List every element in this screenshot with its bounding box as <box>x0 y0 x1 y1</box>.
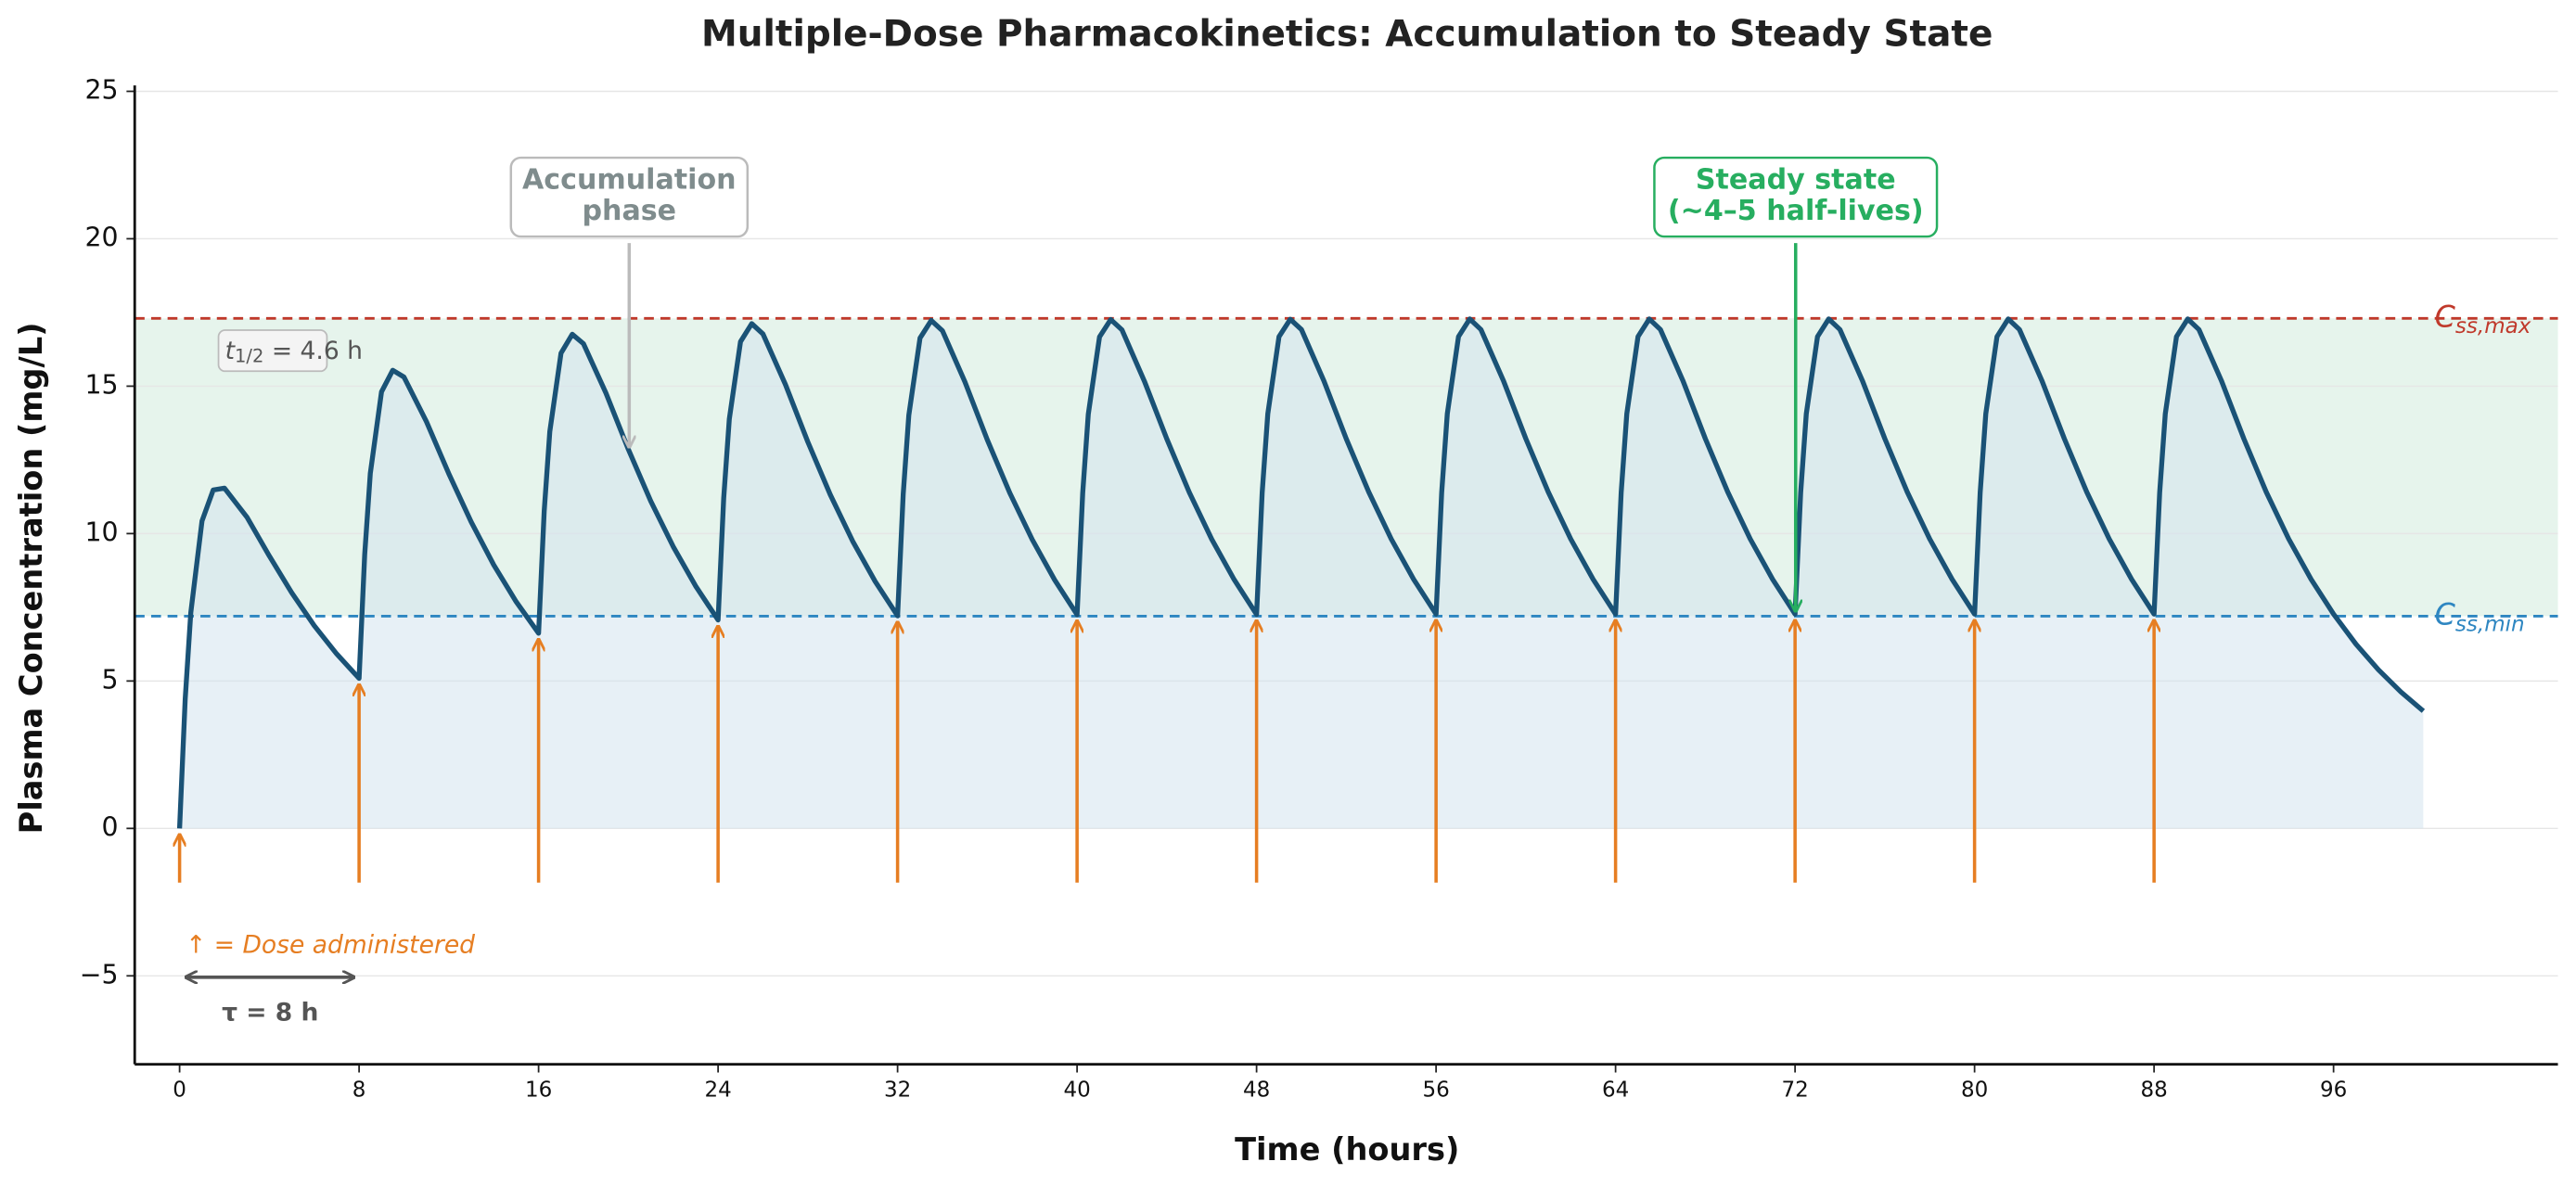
x-tick-label: 40 <box>1063 1079 1090 1103</box>
x-tick-label: 96 <box>2320 1079 2347 1103</box>
y-tick-label: 5 <box>101 664 118 695</box>
half-life-text: = 4.6 h <box>263 337 363 365</box>
y-tick-label: 10 <box>84 517 118 547</box>
y-tick-label: 15 <box>84 369 118 400</box>
reference-symbol: C <box>2435 596 2456 632</box>
annotation-text: phase <box>583 195 677 227</box>
x-tick-label: 24 <box>704 1079 731 1103</box>
x-tick-label: 16 <box>525 1079 552 1103</box>
y-tick-label: −5 <box>80 959 119 989</box>
x-tick-label: 72 <box>1781 1079 1808 1103</box>
half-life-symbol: t <box>225 337 237 365</box>
half-life-box <box>217 329 328 373</box>
half-life-label: t1/2 = 4.6 h <box>225 337 363 366</box>
y-tick-label: 0 <box>101 811 118 842</box>
annotation-text: Accumulation <box>522 163 737 196</box>
x-tick-label: 64 <box>1602 1079 1629 1103</box>
reference-label: Css,min <box>2435 596 2525 635</box>
half-life-subscript: 1/2 <box>235 345 263 366</box>
annotation-text: (~4–5 half-lives) <box>1668 195 1924 227</box>
dose-note: ↑ = Dose administered <box>186 931 475 960</box>
annotation-text: Steady state <box>1696 163 1896 196</box>
concentration-line <box>176 316 2426 829</box>
x-tick-label: 88 <box>2140 1079 2167 1103</box>
annotation-box <box>1653 156 1939 238</box>
chart-title: Multiple-Dose Pharmacokinetics: Accumula… <box>701 13 1993 55</box>
reference-symbol: C <box>2435 299 2456 334</box>
tau-label: τ = 8 h <box>222 998 318 1027</box>
x-tick-label: 48 <box>1243 1079 1270 1103</box>
reference-subscript: ss,min <box>2455 612 2525 636</box>
x-tick-label: 32 <box>884 1079 911 1103</box>
area-fill <box>179 318 2424 829</box>
x-tick-label: 0 <box>173 1079 186 1103</box>
reference-subscript: ss,max <box>2455 314 2531 338</box>
y-tick-label: 25 <box>84 74 118 105</box>
reference-label: Css,max <box>2435 299 2531 338</box>
x-tick-label: 80 <box>1961 1079 1988 1103</box>
x-tick-label: 8 <box>352 1079 366 1103</box>
x-tick-label: 56 <box>1422 1079 1449 1103</box>
x-axis-label: Time (hours) <box>1235 1131 1459 1168</box>
y-tick-label: 20 <box>84 222 118 252</box>
annotation-box <box>509 156 750 238</box>
y-axis-label: Plasma Concentration (mg/L) <box>13 322 49 834</box>
